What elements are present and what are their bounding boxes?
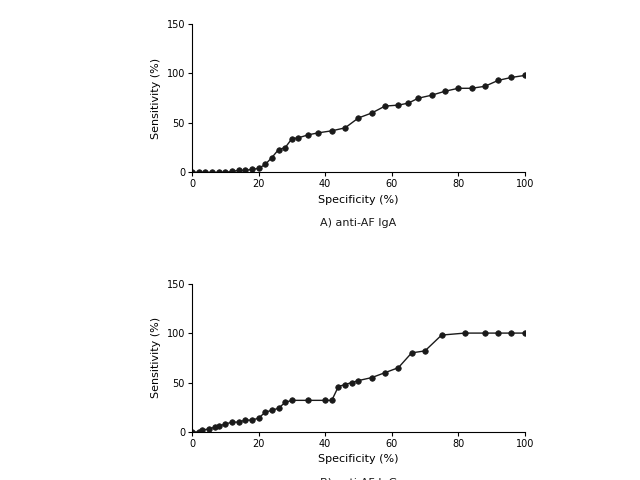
Text: B) anti-AF IgG: B) anti-AF IgG	[320, 478, 397, 480]
X-axis label: Specificity (%): Specificity (%)	[318, 195, 399, 205]
X-axis label: Specificity (%): Specificity (%)	[318, 455, 399, 465]
Y-axis label: Sensitivity (%): Sensitivity (%)	[151, 58, 161, 139]
Text: A) anti-AF IgA: A) anti-AF IgA	[320, 218, 397, 228]
Y-axis label: Sensitivity (%): Sensitivity (%)	[151, 317, 161, 398]
